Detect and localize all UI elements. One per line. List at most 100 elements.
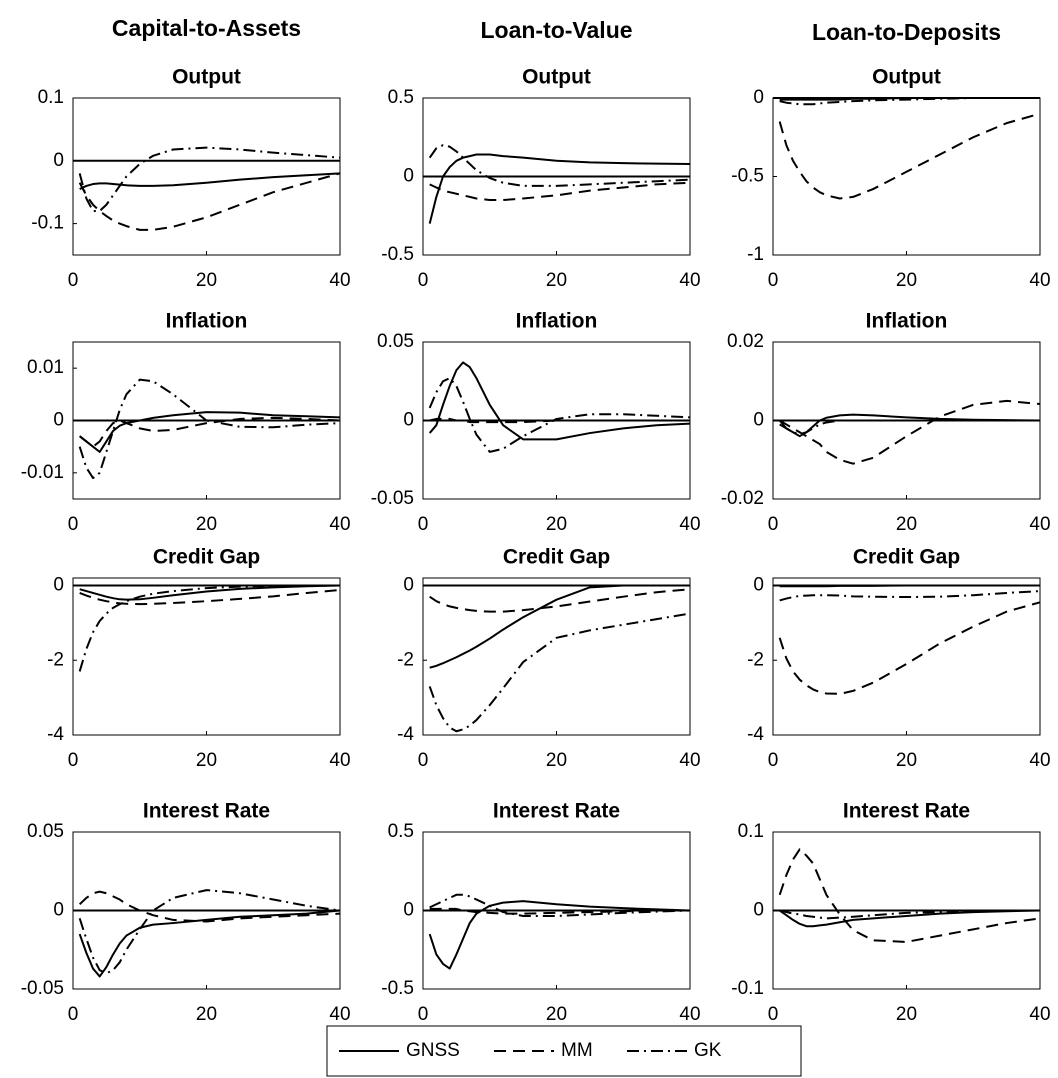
y-tick-label: -1 [747, 244, 764, 265]
y-tick-label: -0.05 [371, 488, 414, 509]
y-tick-label: 0 [753, 900, 764, 921]
subplot-title: Credit Gap [153, 546, 260, 569]
series-line [79, 588, 341, 606]
y-tick-label: -2 [47, 649, 64, 670]
y-tick-label: -4 [747, 724, 764, 745]
y-tick-label: 0 [403, 410, 414, 431]
y-tick-label: 0.05 [27, 821, 64, 842]
y-tick-label: -0.05 [21, 978, 64, 999]
x-tick-label: 0 [418, 270, 429, 291]
x-tick-label: 0 [768, 1004, 779, 1025]
y-tick-label: -4 [47, 724, 64, 745]
x-tick-label: 40 [1029, 1004, 1050, 1025]
series-line [78, 584, 340, 672]
column-title: Loan-to-Deposits [812, 19, 1001, 45]
subplot-title: Interest Rate [493, 800, 620, 823]
subplot-title: Output [522, 66, 591, 89]
x-tick-label: 20 [196, 1004, 217, 1025]
series-line [429, 181, 691, 202]
subplot-title: Interest Rate [143, 800, 270, 823]
y-tick-label: 0.5 [388, 87, 414, 108]
series-line [428, 153, 691, 224]
series-line [428, 612, 691, 733]
series-line [429, 893, 691, 917]
x-tick-label: 40 [329, 514, 350, 535]
series-line [779, 590, 1041, 602]
plot-frame [772, 577, 1041, 736]
series-line [429, 417, 690, 424]
series-line [429, 907, 690, 915]
y-tick-label: 0 [753, 87, 764, 108]
legend-label: MM [561, 1040, 593, 1061]
y-tick-label: -0.1 [31, 213, 64, 234]
plot-frame [422, 577, 691, 736]
subplot-title: Inflation [516, 310, 598, 333]
series-line [79, 584, 341, 601]
y-tick-label: 0.1 [38, 87, 64, 108]
x-tick-label: 20 [546, 750, 567, 771]
y-tick-label: -0.5 [381, 244, 414, 265]
x-tick-label: 20 [196, 750, 217, 771]
x-tick-label: 0 [768, 514, 779, 535]
y-tick-label: 0 [403, 166, 414, 187]
x-tick-label: 20 [196, 514, 217, 535]
series-line [78, 172, 341, 231]
x-tick-label: 0 [418, 750, 429, 771]
y-tick-label: -2 [397, 649, 414, 670]
subplot-title: Inflation [166, 310, 248, 333]
y-tick-label: -0.02 [721, 488, 764, 509]
x-tick-label: 40 [679, 514, 700, 535]
series-line [428, 144, 691, 187]
x-tick-label: 0 [68, 750, 79, 771]
x-tick-label: 0 [768, 270, 779, 291]
column-title: Capital-to-Assets [112, 15, 301, 41]
y-tick-label: 0.01 [27, 357, 64, 378]
x-tick-label: 40 [1029, 270, 1050, 291]
y-tick-label: 0.02 [727, 331, 764, 352]
x-tick-label: 0 [68, 514, 79, 535]
x-tick-label: 20 [896, 750, 917, 771]
x-tick-label: 0 [418, 1004, 429, 1025]
x-tick-label: 0 [418, 514, 429, 535]
legend-box [326, 1025, 802, 1077]
series-line [778, 601, 1041, 695]
series-line [428, 900, 691, 970]
y-tick-label: 0.5 [388, 821, 414, 842]
series-line [78, 890, 341, 923]
y-tick-label: -0.01 [21, 462, 64, 483]
series-line [778, 413, 1041, 438]
subplot-title: Output [172, 66, 241, 89]
x-tick-label: 20 [196, 270, 217, 291]
series-line [79, 172, 341, 190]
series-line [779, 399, 1041, 465]
y-tick-label: 0.05 [377, 331, 414, 352]
y-tick-label: -0.5 [381, 978, 414, 999]
y-tick-label: 0 [753, 410, 764, 431]
y-tick-label: -0.5 [731, 166, 764, 187]
y-tick-label: 0 [53, 150, 64, 171]
y-tick-label: -4 [397, 724, 414, 745]
x-tick-label: 40 [1029, 514, 1050, 535]
series-line [429, 584, 690, 669]
y-tick-label: 0 [53, 410, 64, 431]
series-line [779, 97, 1040, 106]
series-line [429, 588, 691, 613]
column-title: Loan-to-Value [480, 17, 632, 43]
series-line [78, 146, 341, 213]
legend-label: GK [694, 1040, 722, 1061]
y-tick-label: 0 [403, 900, 414, 921]
x-tick-label: 20 [546, 514, 567, 535]
x-tick-label: 20 [896, 514, 917, 535]
y-tick-label: 0 [53, 574, 64, 595]
subplot-title: Inflation [866, 310, 948, 333]
subplot-title: Credit Gap [853, 546, 960, 569]
x-tick-label: 0 [68, 270, 79, 291]
series-line [78, 909, 341, 978]
y-tick-label: 0 [753, 574, 764, 595]
y-tick-label: 0 [53, 900, 64, 921]
subplot-title: Output [872, 66, 941, 89]
x-tick-label: 40 [329, 1004, 350, 1025]
y-tick-label: -0.1 [731, 978, 764, 999]
